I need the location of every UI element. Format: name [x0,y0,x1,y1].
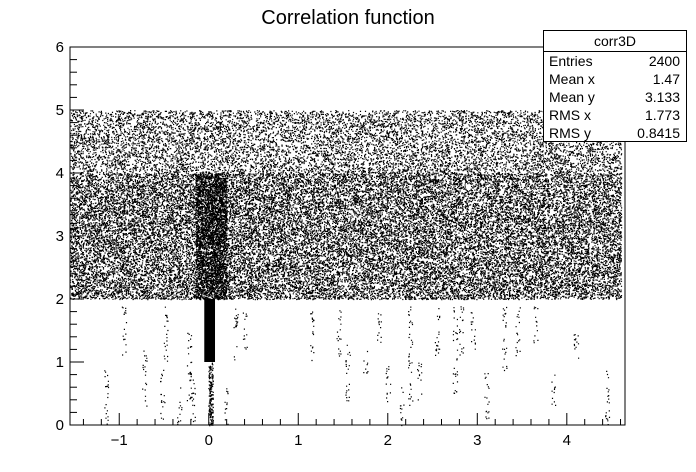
stats-value: 0.8415 [637,125,680,141]
y-tick-label: 0 [56,417,64,434]
stats-label: Entries [549,53,593,69]
stats-label: Mean y [549,89,595,105]
stats-row-mean-y: Mean y 3.133 [544,88,686,106]
x-tick-label: 2 [384,432,392,449]
scatter-points-path [70,110,623,427]
stats-row-rms-y: RMS y 0.8415 [544,124,686,142]
x-tick-label: 1 [294,432,302,449]
dense-band [204,299,216,362]
y-tick-label: 4 [56,165,64,182]
stats-label: RMS y [549,125,591,141]
stats-value: 3.133 [644,89,680,105]
y-tick-label: 6 [56,39,64,56]
stats-row-entries: Entries 2400 [544,52,686,70]
stats-value: 1.773 [644,107,680,123]
x-tick-label: 0 [205,432,213,449]
stats-label: RMS x [549,107,591,123]
stats-row-rms-x: RMS x 1.773 [544,106,686,124]
stats-title: corr3D [544,31,686,52]
stats-value: 2400 [648,53,680,69]
y-tick-label: 1 [56,354,64,371]
stats-label: Mean x [549,71,595,87]
stats-value: 1.47 [652,71,680,87]
scatter-points [70,110,623,427]
y-tick-label: 3 [56,228,64,245]
y-tick-label: 5 [56,102,64,119]
stats-row-mean-x: Mean x 1.47 [544,70,686,88]
x-tick-label: −1 [111,432,128,449]
chart-title: Correlation function [261,7,434,29]
stats-box: corr3D Entries 2400 Mean x 1.47 Mean y 3… [543,30,687,142]
axes: −1 0 1 2 3 4 0 1 2 3 4 5 6 [56,39,622,449]
x-tick-label: 3 [473,432,481,449]
x-tick-label: 4 [563,432,571,449]
y-tick-label: 2 [56,291,64,308]
